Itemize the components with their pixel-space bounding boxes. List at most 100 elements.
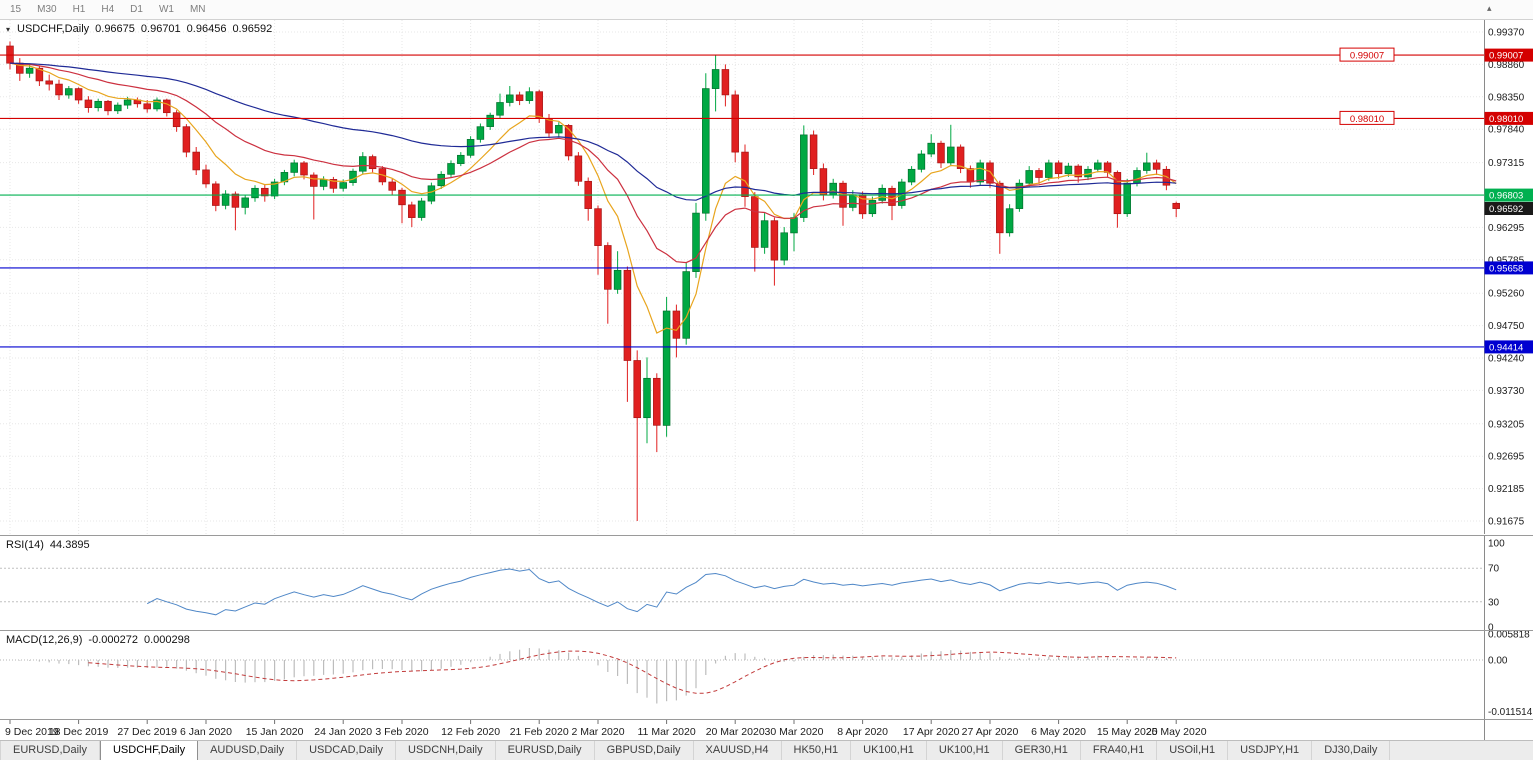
chart-tab-ger30-h1[interactable]: GER30,H1 (1003, 741, 1081, 760)
chart-tab-fra40-h1[interactable]: FRA40,H1 (1081, 741, 1158, 760)
date-axis-label: 15 Jan 2020 (246, 726, 304, 738)
svg-text:0.96592: 0.96592 (1489, 204, 1523, 215)
macd-indicator-pane: 0.005818 0.00 -0.011514 MACD(12,26,9) -0.0… (0, 630, 1533, 719)
macd-main-value: -0.000272 (88, 634, 138, 646)
timeframe-toolbar: 15 M30 H1 H4 D1 W1 MN ▴ (0, 0, 1533, 20)
rsi-axis-label: 70 (1488, 564, 1500, 575)
price-axis-label: 0.93205 (1488, 419, 1525, 430)
price-axis-label: 0.94240 (1488, 354, 1525, 365)
svg-text:0.98010: 0.98010 (1350, 114, 1384, 125)
macd-name: MACD(12,26,9) (6, 634, 83, 646)
svg-text:0.98010: 0.98010 (1489, 114, 1523, 125)
chart-tab-hk50-h1[interactable]: HK50,H1 (782, 741, 852, 760)
main-chart-pane: 0.99370 0.98860 0.98350 0.97840 0.97315 0.968… (0, 20, 1533, 534)
chart-tab-usdchf-daily[interactable]: USDCHF,Daily (99, 741, 199, 760)
date-axis-label: 15 May 2020 (1097, 726, 1158, 738)
candles-layer (6, 41, 1180, 521)
chart-tab-gbpusd-daily[interactable]: GBPUSD,Daily (595, 741, 694, 760)
price-chart[interactable]: 0.99370 0.98860 0.98350 0.97840 0.97315 0.968… (0, 20, 1533, 534)
macd-axis-label: 0.00 (1488, 656, 1508, 667)
ma-line-21 (9, 62, 1177, 264)
price-axis-label: 0.99370 (1488, 28, 1525, 39)
ohlc-close: 0.96592 (232, 23, 273, 35)
rsi-indicator-pane: 100 70 30 0 RSI(14) 44.3895 (0, 535, 1533, 630)
chart-tab-usdcad-daily[interactable]: USDCAD,Daily (297, 741, 397, 760)
date-axis-label: 8 Apr 2020 (837, 726, 888, 738)
date-axis-label: 9 Dec 2019 (5, 726, 59, 738)
date-axis-label: 17 Apr 2020 (903, 726, 960, 738)
price-axis-label: 0.98860 (1488, 60, 1525, 71)
chart-symbol-label: USDCHF,Daily (17, 23, 90, 35)
chart-tab-usdjpy-h1[interactable]: USDJPY,H1 (1228, 741, 1313, 760)
date-axis-label: 12 Feb 2020 (441, 726, 500, 738)
date-axis-label: 11 Mar 2020 (638, 726, 696, 738)
ohlc-high: 0.96701 (140, 23, 181, 35)
price-axis-label: 0.95785 (1488, 255, 1525, 266)
price-axis-label: 0.96295 (1488, 223, 1525, 234)
price-axis-label: 0.98350 (1488, 92, 1525, 103)
timeframe-button-w1[interactable]: W1 (158, 4, 174, 15)
date-axis-label: 18 Dec 2019 (49, 726, 109, 738)
date-axis-label: 20 Mar 2020 (706, 726, 765, 738)
ohlc-low: 0.96456 (186, 23, 227, 35)
chart-tab-usoil-h1[interactable]: USOil,H1 (1157, 741, 1229, 760)
date-axis-label: 27 Apr 2020 (962, 726, 1019, 738)
price-axis-label: 0.95260 (1488, 289, 1525, 300)
date-axis-label: 6 Jan 2020 (180, 726, 232, 738)
symbol-dropdown-icon[interactable]: ▾ (6, 25, 11, 34)
rsi-header: RSI(14) 44.3895 (6, 539, 90, 551)
chart-tab-bar: EURUSD,Daily USDCHF,Daily AUDUSD,Daily USDC… (0, 740, 1533, 760)
rsi-axis-label: 0 (1488, 623, 1494, 631)
price-axis-label: 0.92185 (1488, 484, 1525, 495)
ma-line-55 (9, 62, 1177, 201)
rsi-axis-label: 30 (1488, 597, 1500, 608)
hline-inline-label[interactable]: 0.98010 (1339, 110, 1395, 125)
hline-inline-label[interactable]: 0.99007 (1339, 47, 1395, 62)
hline-axis-tag: 0.98010 (1484, 111, 1533, 125)
chart-tab-uk100-h1[interactable]: UK100,H1 (927, 741, 1003, 760)
hline-axis-tag: 0.99007 (1484, 48, 1533, 62)
date-axis-label: 30 Mar 2020 (765, 726, 824, 738)
chart-tab-usdcnh-daily[interactable]: USDCNH,Daily (396, 741, 496, 760)
timeframe-button-15[interactable]: 15 (10, 4, 22, 15)
rsi-name: RSI(14) (6, 539, 44, 551)
rsi-axis-label: 100 (1488, 539, 1505, 550)
rsi-chart[interactable]: 100 70 30 0 (0, 536, 1533, 630)
svg-text:0.96803: 0.96803 (1489, 191, 1523, 202)
price-axis-label: 0.94750 (1488, 321, 1525, 332)
svg-text:0.99007: 0.99007 (1489, 51, 1523, 62)
timeframe-button-h1[interactable]: H1 (72, 4, 86, 15)
rsi-line (146, 568, 1177, 616)
timeframe-button-d1[interactable]: D1 (130, 4, 143, 15)
date-axis-label: 2 Mar 2020 (571, 726, 624, 738)
ma-line-8 (9, 62, 1177, 334)
date-axis[interactable]: 9 Dec 2019 18 Dec 2019 27 Dec 2019 6 Jan 20… (0, 719, 1533, 741)
date-axis-label: 3 Feb 2020 (375, 726, 428, 738)
timeframe-button-mn[interactable]: MN (189, 4, 206, 15)
macd-chart[interactable]: 0.005818 0.00 -0.011514 (0, 631, 1533, 719)
timeframe-button-h4[interactable]: H4 (101, 4, 115, 15)
chart-tab-dj30-daily[interactable]: DJ30,Daily (1312, 741, 1391, 760)
hline-axis-tag: 0.94414 (1484, 340, 1533, 354)
svg-text:0.99007: 0.99007 (1350, 51, 1384, 62)
chart-tab-uk100-h1[interactable]: UK100,H1 (851, 741, 927, 760)
scroll-to-end-icon[interactable]: ▴ (1487, 3, 1492, 13)
svg-text:0.94414: 0.94414 (1489, 342, 1523, 353)
current-price-tag: 0.96592 (1484, 202, 1533, 215)
macd-axis-label: 0.005818 (1488, 631, 1530, 641)
macd-header: MACD(12,26,9) -0.000272 0.000298 (6, 634, 190, 646)
chart-tab-eurusd-daily[interactable]: EURUSD,Daily (0, 741, 100, 760)
date-axis-label: 25 May 2020 (1146, 726, 1207, 738)
macd-signal-value: 0.000298 (143, 634, 190, 646)
chart-tab-audusd-daily[interactable]: AUDUSD,Daily (198, 741, 298, 760)
hline-axis-tag: 0.96803 (1484, 188, 1533, 202)
price-axis-label: 0.92695 (1488, 452, 1525, 463)
macd-axis-label: -0.011514 (1488, 707, 1533, 718)
date-axis-label: 21 Feb 2020 (510, 726, 569, 738)
timeframe-button-m30[interactable]: M30 (37, 4, 57, 15)
price-axis-label: 0.97840 (1488, 125, 1525, 136)
chart-tab-eurusd-daily[interactable]: EURUSD,Daily (496, 741, 595, 760)
price-axis-label: 0.91675 (1488, 517, 1525, 528)
chart-tab-xauusd-h4[interactable]: XAUUSD,H4 (694, 741, 782, 760)
hline-axis-tag: 0.95658 (1484, 261, 1533, 275)
